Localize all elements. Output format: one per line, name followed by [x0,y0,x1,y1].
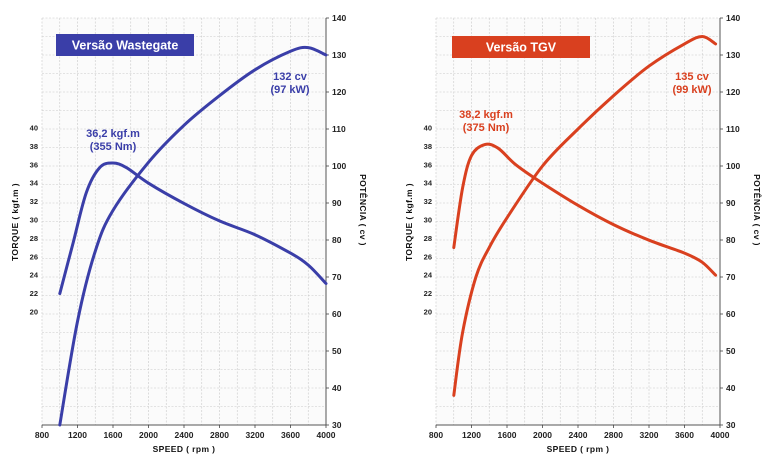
y-right-tick-label: 110 [726,124,740,134]
power-peak-annotation: (99 kW) [672,84,711,96]
y-right-tick-label: 50 [332,346,342,356]
y-right-tick-label: 140 [332,13,346,23]
chart-panel-2: 800 1200 1600 2000 2400 2800 3200 3600 4000 20 22 2… [404,13,763,454]
y-left-tick-label: 20 [30,308,38,317]
y-left-tick-label: 38 [30,142,38,151]
y-right-axis-label: POTÊNCIA ( cv ) [752,174,763,246]
x-tick-label: 3600 [281,430,300,440]
torque-peak-annotation: (375 Nm) [463,122,510,134]
x-tick-label: 2800 [210,430,229,440]
y-right-axis-label: POTÊNCIA ( cv ) [358,174,369,246]
y-left-tick-label: 26 [424,252,432,261]
x-tick-label: 1200 [462,430,481,440]
y-right-tick-label: 70 [332,272,342,282]
y-left-tick-label: 40 [424,124,432,133]
y-left-tick-label: 28 [424,234,432,243]
y-right-tick-label: 30 [726,420,736,430]
x-tick-label: 3600 [675,430,694,440]
y-right-tick-label: 90 [726,198,736,208]
y-left-tick-label: 36 [30,160,38,169]
y-left-axis-label: TORQUE ( kgf.m ) [10,183,20,261]
x-tick-label: 800 [429,430,443,440]
y-right-tick-label: 130 [332,50,346,60]
x-tick-label: 1600 [498,430,517,440]
y-right-tick-label: 60 [332,309,342,319]
y-right-tick-label: 40 [726,383,736,393]
x-tick-label: 2400 [569,430,588,440]
power-peak-annotation: 135 cv [675,71,710,83]
torque-peak-annotation: 38,2 kgf.m [459,109,513,121]
power-curve [452,35,718,397]
y-right-tick-label: 50 [726,346,736,356]
chart-title: Versão Wastegate [72,39,179,53]
torque-curve [58,161,328,296]
y-right-tick-label: 110 [332,124,346,134]
y-right-tick-label: 80 [332,235,342,245]
y-right-tick-label: 120 [332,87,346,97]
y-left-tick-label: 34 [30,179,39,188]
y-right-tick-label: 60 [726,309,736,319]
x-axis-label: SPEED ( rpm ) [153,444,216,454]
y-left-axis-label: TORQUE ( kgf.m ) [404,183,414,261]
torque-curve [452,142,718,277]
x-tick-label: 4000 [317,430,336,440]
power-curve [58,45,328,427]
x-tick-label: 2800 [604,430,623,440]
y-left-tick-label: 20 [424,308,432,317]
y-left-tick-label: 36 [424,160,432,169]
x-tick-label: 2000 [139,430,158,440]
torque-peak-annotation: (355 Nm) [90,141,137,153]
y-left-tick-label: 30 [30,216,38,225]
y-left-tick-label: 38 [424,142,432,151]
torque-peak-annotation: 36,2 kgf.m [86,128,140,140]
y-left-tick-label: 22 [424,289,432,298]
y-left-tick-label: 28 [30,234,38,243]
chart-panel-1: 800 1200 1600 2000 2400 2800 3200 3600 4000 20 22 2… [10,13,369,454]
y-right-tick-label: 130 [726,50,740,60]
y-right-tick-label: 100 [332,161,346,171]
x-tick-label: 1600 [104,430,123,440]
power-peak-annotation: (97 kW) [270,84,309,96]
y-right-tick-label: 70 [726,272,736,282]
y-right-tick-label: 30 [332,420,342,430]
y-left-tick-label: 22 [30,289,38,298]
y-right-tick-label: 140 [726,13,740,23]
x-tick-label: 2000 [533,430,552,440]
y-left-tick-label: 26 [30,252,38,261]
y-right-tick-label: 100 [726,161,740,171]
x-axis-label: SPEED ( rpm ) [547,444,610,454]
y-right-tick-label: 120 [726,87,740,97]
y-left-tick-label: 30 [424,216,432,225]
x-tick-label: 3200 [640,430,659,440]
x-tick-label: 800 [35,430,49,440]
y-left-tick-label: 32 [424,197,432,206]
y-left-tick-label: 34 [424,179,433,188]
y-left-tick-label: 24 [424,271,433,280]
y-left-tick-label: 24 [30,271,39,280]
y-right-tick-label: 80 [726,235,736,245]
y-left-tick-label: 40 [30,124,38,133]
y-left-tick-label: 32 [30,197,38,206]
chart-title-box [452,36,590,58]
chart-title-box [56,34,194,56]
x-tick-label: 2400 [175,430,194,440]
y-right-tick-label: 40 [332,383,342,393]
power-peak-annotation: 132 cv [273,71,308,83]
x-tick-label: 1200 [68,430,87,440]
x-tick-label: 4000 [711,430,730,440]
chart-title: Versão TGV [486,41,557,55]
y-right-tick-label: 90 [332,198,342,208]
x-tick-label: 3200 [246,430,265,440]
